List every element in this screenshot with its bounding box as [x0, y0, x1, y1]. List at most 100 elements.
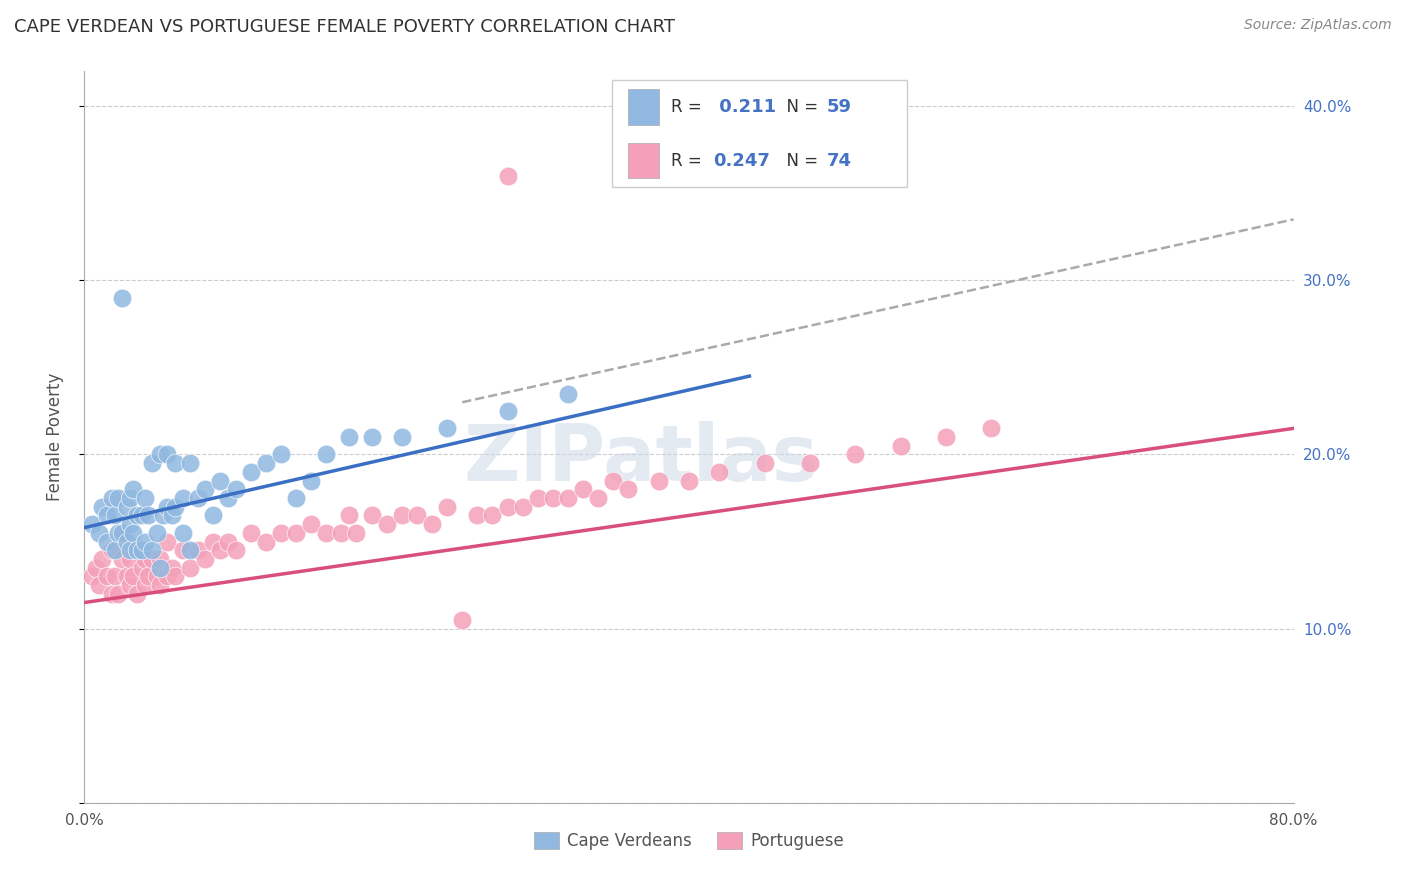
Point	[80, 517, 103, 532]
Point	[844, 448, 866, 462]
Point	[111, 552, 134, 566]
Point	[315, 525, 337, 540]
Point	[96, 569, 118, 583]
Point	[330, 525, 353, 540]
Point	[127, 508, 149, 523]
Point	[118, 491, 141, 505]
Point	[107, 587, 129, 601]
Point	[299, 474, 322, 488]
Point	[134, 578, 156, 592]
Point	[104, 543, 127, 558]
Point	[617, 483, 640, 497]
Point	[160, 508, 183, 523]
Point	[436, 421, 458, 435]
Point	[254, 534, 277, 549]
Text: 59: 59	[827, 98, 852, 116]
Point	[96, 508, 118, 523]
Point	[239, 465, 262, 479]
Point	[467, 508, 489, 523]
Point	[100, 543, 122, 558]
Point	[754, 456, 776, 470]
Point	[118, 578, 141, 592]
Point	[179, 560, 201, 574]
Point	[285, 525, 308, 540]
Point	[935, 430, 957, 444]
Point	[496, 500, 519, 514]
Text: ZIPatlas: ZIPatlas	[463, 421, 818, 497]
Point	[557, 386, 579, 401]
Point	[270, 525, 292, 540]
Legend: Cape Verdeans, Portuguese: Cape Verdeans, Portuguese	[527, 825, 851, 856]
Point	[209, 474, 232, 488]
Point	[391, 430, 413, 444]
Point	[360, 430, 382, 444]
Point	[127, 543, 149, 558]
Point	[149, 560, 172, 574]
Point	[179, 543, 201, 558]
Point	[111, 525, 134, 540]
Point	[146, 525, 169, 540]
Point	[89, 525, 111, 540]
Point	[115, 569, 138, 583]
Point	[149, 578, 172, 592]
Point	[134, 491, 156, 505]
Point	[602, 474, 624, 488]
Point	[709, 465, 731, 479]
Point	[201, 534, 224, 549]
Point	[91, 552, 114, 566]
Point	[115, 500, 138, 514]
Point	[172, 491, 194, 505]
Point	[360, 508, 382, 523]
Point	[156, 500, 179, 514]
Point	[127, 543, 149, 558]
Point	[572, 483, 595, 497]
Text: N =: N =	[776, 98, 824, 116]
Point	[187, 543, 209, 558]
Point	[481, 508, 503, 523]
Point	[141, 456, 163, 470]
Point	[134, 552, 156, 566]
Point	[100, 491, 122, 505]
Point	[165, 569, 187, 583]
Point	[80, 569, 103, 583]
Point	[512, 500, 534, 514]
Point	[217, 534, 239, 549]
Point	[107, 525, 129, 540]
Text: 74: 74	[827, 152, 852, 169]
Point	[337, 430, 360, 444]
Point	[436, 500, 458, 514]
Point	[179, 456, 201, 470]
Point	[799, 456, 821, 470]
Point	[121, 525, 143, 540]
Y-axis label: Female Poverty: Female Poverty	[45, 373, 63, 501]
Point	[201, 508, 224, 523]
Point	[299, 517, 322, 532]
Point	[496, 404, 519, 418]
Point	[239, 525, 262, 540]
Point	[118, 543, 141, 558]
Point	[375, 517, 398, 532]
Point	[121, 569, 143, 583]
Point	[160, 560, 183, 574]
Point	[136, 569, 159, 583]
Point	[118, 517, 141, 532]
Point	[194, 483, 217, 497]
Point	[346, 525, 368, 540]
Text: 0.211: 0.211	[713, 98, 776, 116]
Point	[149, 552, 172, 566]
Point	[451, 613, 474, 627]
Point	[496, 169, 519, 183]
Point	[156, 569, 179, 583]
Point	[104, 508, 127, 523]
Point	[165, 500, 187, 514]
Point	[131, 508, 153, 523]
Point	[91, 500, 114, 514]
Point	[165, 456, 187, 470]
Point	[406, 508, 429, 523]
Point	[131, 543, 153, 558]
Point	[118, 552, 141, 566]
Text: 0.247: 0.247	[713, 152, 769, 169]
Point	[391, 508, 413, 523]
Text: N =: N =	[776, 152, 824, 169]
Point	[890, 439, 912, 453]
